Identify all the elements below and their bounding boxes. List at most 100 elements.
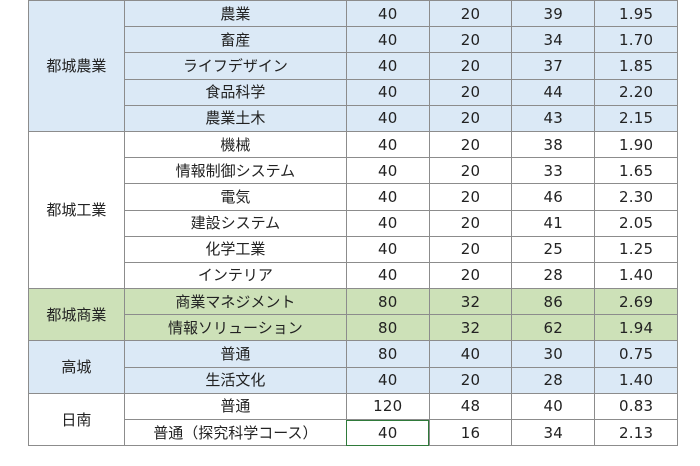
number-cell[interactable]: 2.69 (594, 288, 678, 316)
school-cell[interactable]: 都城工業 (28, 130, 125, 290)
number-cell[interactable]: 40 (511, 392, 596, 421)
number-cell[interactable]: 40 (428, 340, 513, 368)
number-cell[interactable]: 20 (428, 0, 513, 28)
number-cell[interactable]: 33 (511, 157, 596, 185)
department-cell[interactable]: 生活文化 (123, 366, 347, 394)
number-cell[interactable]: 2.05 (594, 209, 678, 237)
number-cell[interactable]: 86 (511, 288, 596, 316)
number-cell[interactable]: 25 (511, 235, 596, 263)
number-cell[interactable]: 20 (428, 157, 513, 185)
department-cell[interactable]: 普通 (123, 340, 347, 368)
number-cell[interactable]: 80 (345, 314, 430, 342)
number-cell[interactable]: 20 (428, 52, 513, 80)
number-cell[interactable]: 40 (345, 130, 430, 159)
table-row: ライフデザイン 40 20 37 1.85 (29, 52, 678, 80)
number-cell[interactable]: 20 (428, 26, 513, 54)
number-cell[interactable]: 40 (345, 235, 430, 263)
table-row: 普通（探究科学コース） 40 16 34 2.13 (29, 418, 678, 447)
number-cell[interactable]: 34 (511, 26, 596, 54)
department-cell[interactable]: 食品科学 (123, 78, 347, 106)
number-cell[interactable]: 1.70 (594, 26, 678, 54)
number-cell[interactable]: 80 (345, 288, 430, 316)
number-cell[interactable]: 32 (428, 314, 513, 342)
number-cell[interactable]: 20 (428, 261, 513, 290)
number-cell[interactable]: 16 (428, 418, 513, 447)
department-cell[interactable]: 畜産 (123, 26, 347, 54)
number-cell[interactable]: 40 (345, 157, 430, 185)
number-cell[interactable]: 28 (511, 261, 596, 290)
number-cell[interactable]: 40 (345, 78, 430, 106)
number-cell[interactable]: 40 (345, 209, 430, 237)
department-cell[interactable]: ライフデザイン (123, 52, 347, 80)
number-cell[interactable]: 39 (511, 0, 596, 28)
number-cell[interactable]: 20 (428, 78, 513, 106)
number-cell[interactable]: 1.95 (594, 0, 678, 28)
department-cell[interactable]: 農業土木 (123, 104, 347, 132)
school-cell[interactable]: 都城商業 (28, 288, 125, 342)
department-cell[interactable]: 農業 (123, 0, 347, 28)
number-cell[interactable]: 40 (345, 0, 430, 28)
department-cell[interactable]: 電気 (123, 183, 347, 211)
number-cell[interactable]: 20 (428, 366, 513, 394)
number-cell[interactable]: 20 (428, 104, 513, 132)
number-cell[interactable]: 20 (428, 130, 513, 159)
number-cell[interactable]: 1.40 (594, 366, 678, 394)
number-cell[interactable]: 40 (345, 52, 430, 80)
number-cell[interactable]: 2.20 (594, 78, 678, 106)
number-cell[interactable]: 32 (428, 288, 513, 316)
table-row: 都城商業 商業マネジメント 80 32 86 2.69 (28, 288, 678, 342)
table-row: 都城工業 機械 40 20 38 1.90 (28, 130, 678, 290)
number-cell[interactable]: 41 (511, 209, 596, 237)
number-cell[interactable]: 40 (345, 183, 430, 211)
number-cell[interactable]: 62 (511, 314, 596, 342)
department-cell[interactable]: 普通（探究科学コース） (123, 418, 347, 447)
department-cell[interactable]: 機械 (123, 130, 347, 159)
number-cell[interactable]: 20 (428, 235, 513, 263)
number-cell[interactable]: 46 (511, 183, 596, 211)
number-cell[interactable]: 30 (511, 340, 596, 368)
number-cell[interactable]: 2.15 (594, 104, 678, 132)
number-cell[interactable]: 0.83 (594, 392, 678, 421)
number-cell[interactable]: 48 (428, 392, 513, 421)
number-cell[interactable]: 1.94 (594, 314, 678, 342)
department-cell[interactable]: 普通 (123, 392, 347, 421)
school-cell[interactable]: 日南 (28, 392, 125, 447)
number-cell[interactable]: 1.90 (594, 130, 678, 159)
number-cell[interactable]: 1.65 (594, 157, 678, 185)
number-cell[interactable]: 80 (345, 340, 430, 368)
table-row: 日南 普通 120 48 40 0.83 (28, 392, 678, 447)
number-cell[interactable]: 40 (345, 261, 430, 290)
number-cell[interactable]: 20 (428, 209, 513, 237)
table-row: 生活文化 40 20 28 1.40 (29, 366, 678, 394)
table-row: インテリア 40 20 28 1.40 (29, 261, 678, 290)
number-cell[interactable]: 1.40 (594, 261, 678, 290)
department-cell[interactable]: 情報制御システム (123, 157, 347, 185)
table-row: 農業土木 40 20 43 2.15 (29, 104, 678, 132)
department-cell[interactable]: 化学工業 (123, 235, 347, 263)
number-cell[interactable]: 34 (511, 418, 596, 447)
table-row: 建設システム 40 20 41 2.05 (29, 209, 678, 237)
number-cell[interactable]: 1.85 (594, 52, 678, 80)
department-cell[interactable]: 情報ソリューション (123, 314, 347, 342)
number-cell[interactable]: 37 (511, 52, 596, 80)
number-cell[interactable]: 2.13 (594, 418, 678, 447)
number-cell[interactable]: 40 (345, 104, 430, 132)
department-cell[interactable]: インテリア (123, 261, 347, 290)
number-cell[interactable]: 0.75 (594, 340, 678, 368)
selected-number-cell[interactable]: 40 (345, 418, 430, 447)
number-cell[interactable]: 28 (511, 366, 596, 394)
number-cell[interactable]: 20 (428, 183, 513, 211)
department-cell[interactable]: 建設システム (123, 209, 347, 237)
department-cell[interactable]: 商業マネジメント (123, 288, 347, 316)
school-cell[interactable]: 都城農業 (28, 0, 125, 132)
number-cell[interactable]: 40 (345, 366, 430, 394)
number-cell[interactable]: 120 (345, 392, 430, 421)
table-row: 食品科学 40 20 44 2.20 (29, 78, 678, 106)
number-cell[interactable]: 38 (511, 130, 596, 159)
number-cell[interactable]: 44 (511, 78, 596, 106)
school-cell[interactable]: 高城 (28, 340, 125, 394)
number-cell[interactable]: 2.30 (594, 183, 678, 211)
number-cell[interactable]: 1.25 (594, 235, 678, 263)
number-cell[interactable]: 40 (345, 26, 430, 54)
number-cell[interactable]: 43 (511, 104, 596, 132)
